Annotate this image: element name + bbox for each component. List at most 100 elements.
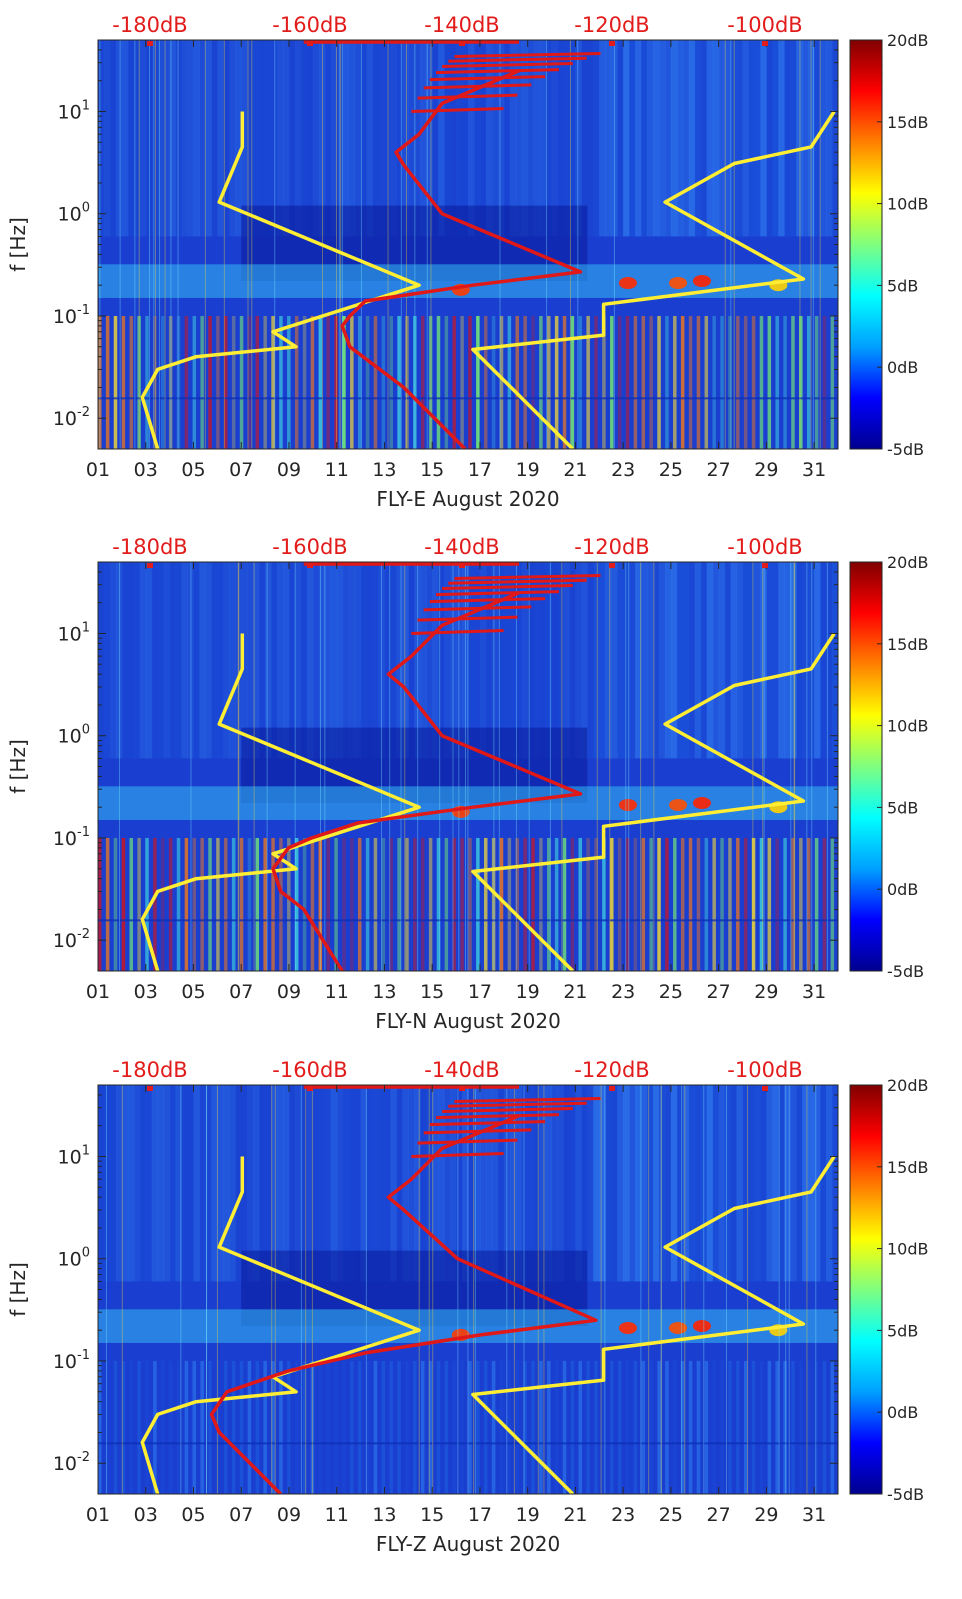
texture-column (336, 40, 344, 237)
low-frequency-stripe (113, 315, 118, 449)
low-frequency-stripe (397, 837, 401, 971)
texture-column (271, 562, 278, 759)
low-frequency-stripe (153, 837, 157, 971)
x-axis-title: FLY-N August 2020 (375, 1009, 561, 1033)
texture-column (127, 1085, 135, 1282)
low-frequency-stripe (578, 1360, 583, 1494)
median-psd-fringe (411, 1151, 504, 1158)
y-tick-exponent: -2 (77, 1450, 90, 1465)
texture-column (294, 562, 302, 759)
low-frequency-stripe (499, 1360, 504, 1494)
low-frequency-stripe (239, 315, 244, 449)
texture-column (235, 40, 242, 237)
low-frequency-stripe (625, 837, 630, 971)
x-tick-label: 31 (802, 981, 826, 1003)
texture-column (444, 40, 451, 237)
low-frequency-stripe (231, 1360, 236, 1494)
x-tick-label: 27 (707, 1504, 731, 1526)
top-db-marker (147, 1086, 153, 1091)
low-frequency-stripe (263, 1360, 267, 1494)
texture-column (139, 562, 147, 759)
x-tick-label: 11 (325, 459, 349, 481)
low-frequency-stripe (830, 1360, 835, 1494)
texture-column (790, 40, 797, 237)
texture-column (193, 40, 200, 237)
texture-column (277, 40, 284, 237)
texture-column (181, 40, 189, 237)
texture-column (706, 562, 714, 759)
texture-column (670, 1085, 678, 1282)
low-frequency-stripe (279, 1360, 283, 1494)
low-frequency-stripe (129, 837, 134, 971)
x-tick-label: 29 (754, 1504, 778, 1526)
low-frequency-stripe (98, 315, 102, 449)
texture-column (318, 1085, 326, 1282)
texture-column (545, 40, 553, 237)
top-db-label: -160dB (272, 1058, 347, 1082)
low-frequency-stripe (539, 315, 543, 449)
texture-column (694, 562, 702, 759)
low-frequency-stripe (562, 837, 567, 971)
x-tick-label: 19 (516, 459, 540, 481)
low-frequency-stripe (357, 837, 362, 971)
texture-column (98, 562, 105, 759)
texture-column (521, 562, 529, 759)
low-frequency-stripe (720, 1360, 724, 1494)
texture-column (300, 562, 308, 759)
low-frequency-stripe (184, 315, 189, 449)
low-frequency-stripe (444, 1360, 449, 1494)
y-tick-exponent: -1 (77, 825, 90, 840)
texture-column (826, 562, 833, 759)
x-tick-label: 19 (516, 981, 540, 1003)
texture-column (294, 1085, 302, 1282)
low-frequency-stripe (460, 837, 464, 971)
texture-column (658, 562, 666, 759)
low-frequency-stripe (830, 837, 835, 971)
low-frequency-stripe (271, 1360, 275, 1494)
low-frequency-stripe (287, 315, 291, 449)
texture-column (312, 1085, 320, 1282)
median-psd-fringe (423, 605, 532, 612)
low-frequency-stripe (775, 1360, 779, 1494)
texture-column (432, 40, 439, 237)
x-tick-label: 13 (372, 1504, 396, 1526)
y-tick-label: 10-2 (53, 927, 90, 952)
low-frequency-stripe (113, 837, 118, 971)
median-psd-fringe (448, 56, 587, 63)
low-frequency-stripe (657, 1360, 661, 1494)
low-frequency-stripe (531, 1360, 535, 1494)
low-frequency-stripe (783, 1360, 787, 1494)
texture-column (712, 40, 720, 237)
low-frequency-stripe (491, 837, 496, 971)
low-frequency-stripe (247, 837, 252, 971)
texture-column (360, 1085, 368, 1282)
texture-column (581, 1085, 588, 1282)
y-tick-base: 10 (58, 726, 82, 748)
texture-column (366, 40, 374, 237)
low-frequency-stripe (255, 315, 260, 449)
low-frequency-stripe (224, 315, 228, 449)
low-frequency-stripe (791, 837, 795, 971)
texture-column (796, 40, 803, 237)
y-axis-title: f [Hz] (6, 1262, 30, 1317)
low-frequency-stripe (767, 315, 772, 449)
texture-column (223, 562, 230, 759)
low-frequency-stripe (192, 1360, 197, 1494)
texture-column (623, 1085, 630, 1282)
y-tick-label: 10-1 (53, 825, 90, 850)
y-tick-exponent: -2 (77, 927, 90, 942)
texture-column (545, 562, 553, 759)
texture-column (760, 562, 767, 759)
low-frequency-stripe (287, 1360, 291, 1494)
texture-column (694, 1085, 702, 1282)
texture-column (360, 562, 368, 759)
low-frequency-stripe (468, 315, 472, 449)
low-frequency-stripe (483, 1360, 488, 1494)
texture-column (736, 40, 744, 237)
top-db-marker (762, 1086, 768, 1091)
low-frequency-stripe (334, 315, 338, 449)
low-frequency-stripe (279, 315, 283, 449)
low-frequency-stripe (137, 315, 141, 449)
texture-column (103, 40, 111, 237)
texture-column (497, 40, 505, 237)
